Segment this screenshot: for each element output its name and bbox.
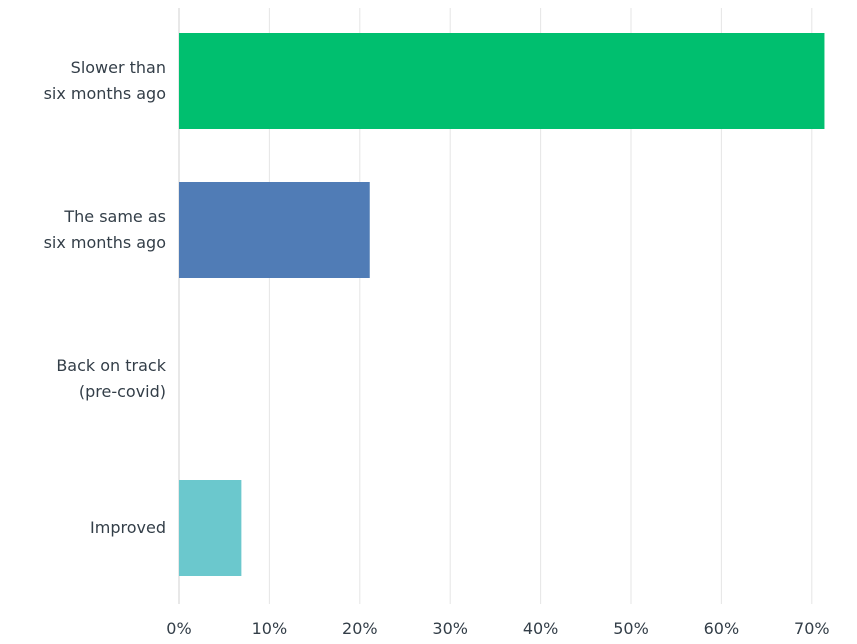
category-label-3: Improved (90, 518, 166, 537)
x-tick-label-30: 30% (432, 619, 468, 638)
category-label-line: (pre-covid) (79, 382, 166, 401)
x-tick-label-60: 60% (704, 619, 740, 638)
category-label-1: The same as six months ago (44, 207, 166, 252)
category-label-line: Back on track (56, 356, 166, 375)
x-tick-label-0: 0% (166, 619, 191, 638)
bar-3 (179, 480, 242, 576)
tick-labels: 0% 10% 20% 30% 40% 50% 60% 70% (166, 619, 829, 638)
bar-1 (179, 182, 370, 278)
x-tick-label-70: 70% (794, 619, 830, 638)
x-tick-label-10: 10% (252, 619, 288, 638)
x-tick-label-50: 50% (613, 619, 649, 638)
x-tick-label-20: 20% (342, 619, 378, 638)
category-label-0: Slower than six months ago (44, 58, 166, 103)
category-label-line: Slower than (71, 58, 166, 77)
category-labels: Slower than six months ago The same as six … (44, 58, 167, 537)
category-label-line: six months ago (44, 233, 166, 252)
category-label-line: Improved (90, 518, 166, 537)
category-label-2: Back on track (pre-covid) (56, 356, 166, 401)
x-tick-label-40: 40% (523, 619, 559, 638)
category-label-line: six months ago (44, 84, 166, 103)
bar-0 (179, 33, 825, 129)
category-label-line: The same as (63, 207, 166, 226)
bars (179, 33, 825, 576)
